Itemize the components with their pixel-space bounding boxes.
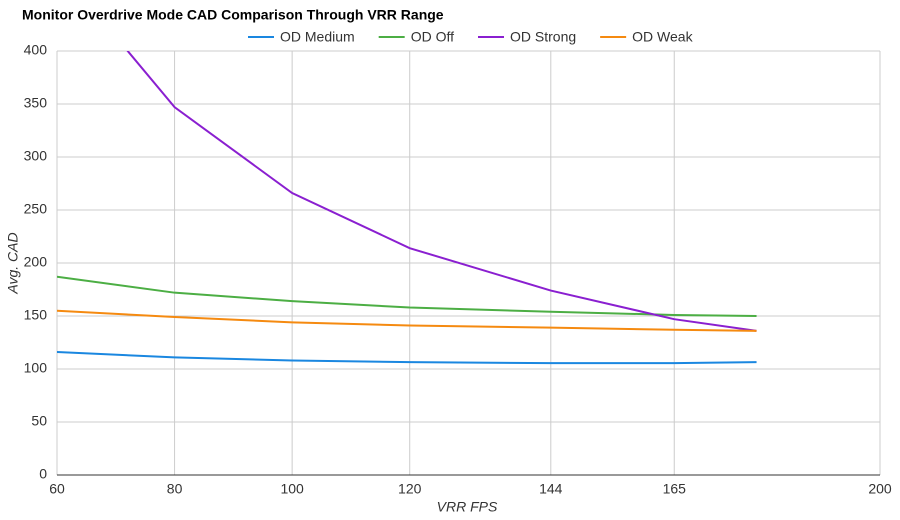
y-tick-label: 400 (24, 42, 48, 58)
x-axis-label: VRR FPS (437, 499, 498, 515)
x-tick-label: 200 (868, 481, 892, 497)
legend-label: OD Weak (632, 29, 693, 45)
x-tick-label: 100 (280, 481, 304, 497)
legend-label: OD Off (411, 29, 454, 45)
y-tick-label: 250 (24, 201, 48, 217)
legend-label: OD Medium (280, 29, 355, 45)
y-tick-label: 300 (24, 148, 48, 164)
x-tick-label: 120 (398, 481, 422, 497)
y-tick-label: 0 (39, 466, 47, 482)
y-tick-label: 350 (24, 95, 48, 111)
y-axis-label: Avg. CAD (5, 232, 21, 294)
x-tick-label: 60 (49, 481, 65, 497)
x-tick-label: 165 (663, 481, 687, 497)
series-line (57, 275, 757, 317)
series-line (126, 51, 757, 332)
series-line (57, 309, 757, 332)
y-tick-label: 200 (24, 254, 48, 270)
x-tick-label: 144 (539, 481, 563, 497)
chart-title: Monitor Overdrive Mode CAD Comparison Th… (22, 7, 444, 23)
y-tick-label: 50 (31, 413, 47, 429)
y-tick-label: 100 (24, 360, 48, 376)
y-tick-label: 150 (24, 307, 48, 323)
legend-label: OD Strong (510, 29, 576, 45)
series-line (57, 351, 757, 365)
x-tick-label: 80 (167, 481, 183, 497)
